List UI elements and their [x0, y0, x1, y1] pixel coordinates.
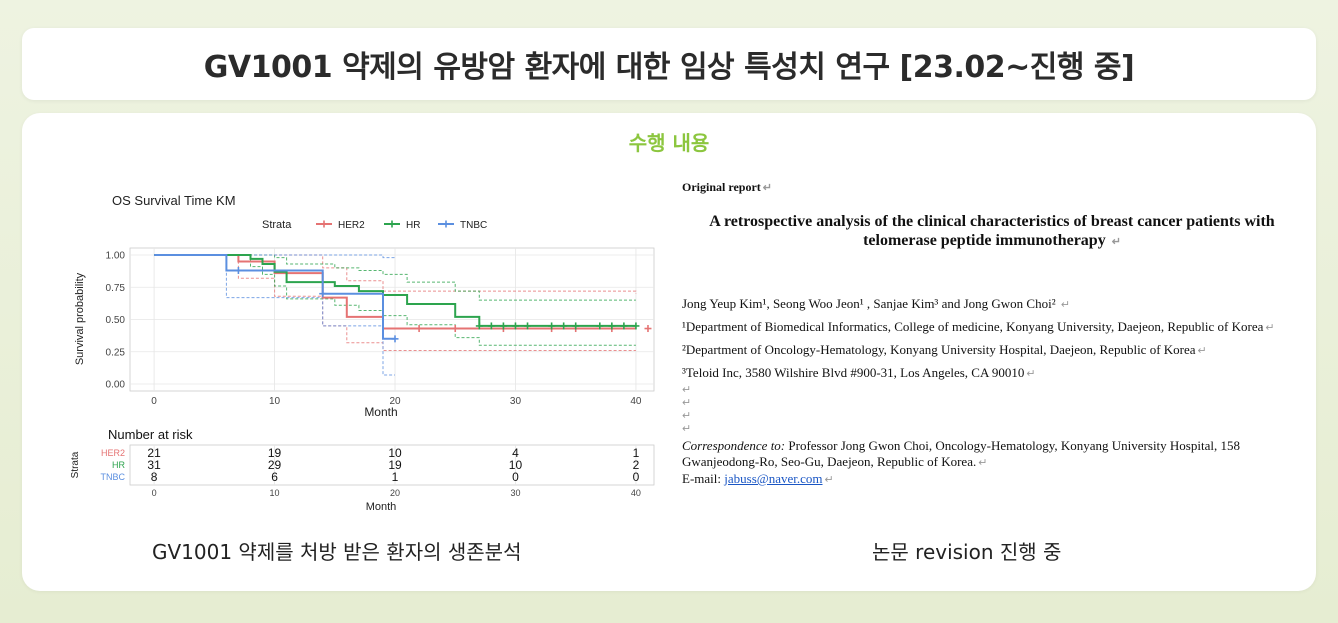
correspondence-label: Correspondence to: [682, 438, 786, 453]
y-tick-label: 0.75 [106, 283, 126, 294]
affiliation-text: ²Department of Oncology-Hematology, Kony… [682, 342, 1196, 357]
y-tick-label: 1.00 [106, 251, 126, 262]
risk-table-area [129, 444, 655, 486]
risk-row-label-tnbc: TNBC [101, 472, 126, 482]
legend: Strata HER2 HR TNBC [262, 219, 487, 231]
risk-x-tick-label: 0 [152, 488, 157, 498]
legend-label-hr: HR [406, 220, 420, 231]
paper-affiliation: ¹Department of Biomedical Informatics, C… [682, 319, 1302, 336]
risk-x-axis-label: Month [366, 501, 397, 513]
paper-correspondence: Correspondence to: Professor Jong Gwon C… [682, 438, 1302, 471]
risk-cell-hr: 29 [268, 458, 282, 472]
risk-cell-her2: 19 [268, 446, 282, 460]
x-tick-label: 30 [510, 396, 522, 407]
legend-label-her2: HER2 [338, 220, 365, 231]
km-chart-svg: OS Survival Time KM Strata HER2 HR TNBC 1.… [70, 193, 655, 513]
blank-line: ↵ [682, 410, 692, 422]
risk-x-tick-label: 20 [390, 488, 400, 498]
page-title: GV1001 약제의 유방암 환자에 대한 임상 특성치 연구 [23.02~진… [203, 50, 1135, 85]
affiliation-text: ³Teloid Inc, 3580 Wilshire Blvd #900-31,… [682, 365, 1025, 380]
legend-title: Strata [262, 219, 292, 231]
section-label: 수행 내용 [628, 131, 710, 155]
return-mark: ↵ [824, 474, 834, 486]
risk-x-tick-label: 40 [631, 488, 641, 498]
x-tick-label: 20 [389, 396, 401, 407]
survival-curves [154, 254, 636, 340]
return-mark: ↵ [1111, 236, 1121, 248]
risk-cell-hr: 31 [147, 458, 161, 472]
return-mark: ↵ [1060, 299, 1071, 311]
risk-row-label-hr: HR [112, 460, 125, 470]
y-ticks: 1.00 0.75 0.50 0.25 0.00 [106, 251, 126, 391]
return-mark: ↵ [978, 457, 988, 469]
correspondence-text: Professor Jong Gwon Choi, Oncology-Hemat… [682, 438, 1240, 469]
risk-x-tick-label: 30 [510, 488, 520, 498]
risk-cell-hr: 2 [633, 458, 640, 472]
risk-y-axis-label: Strata [70, 451, 81, 478]
risk-cell-tnbc: 1 [392, 470, 399, 484]
x-ticks: 0 10 20 30 40 [151, 396, 642, 407]
x-tick-label: 40 [630, 396, 642, 407]
paper-affiliation: ³Teloid Inc, 3580 Wilshire Blvd #900-31,… [682, 365, 1302, 382]
paper-email: E-mail: jabuss@naver.com ↵ [682, 471, 1302, 488]
km-chart: OS Survival Time KM Strata HER2 HR TNBC 1.… [62, 181, 662, 521]
grid [130, 248, 654, 391]
risk-table-title: Number at risk [108, 427, 193, 442]
risk-cell-her2: 21 [147, 446, 161, 460]
content-panel: 수행 내용 OS Survival Time KM Strata HER2 HR T… [22, 113, 1316, 591]
risk-cell-her2: 10 [388, 446, 402, 460]
risk-x-tick-label: 10 [270, 488, 280, 498]
risk-x-ticks: 0 10 20 30 40 [152, 488, 641, 498]
chart-title: OS Survival Time KM [112, 193, 236, 208]
risk-cell-hr: 19 [388, 458, 402, 472]
paper-authors-text: Jong Yeup Kim¹, Seong Woo Jeon¹ , Sanjae… [682, 296, 1056, 311]
x-axis-label: Month [364, 405, 397, 419]
return-mark: ↵ [1026, 368, 1036, 380]
risk-cell-tnbc: 0 [512, 470, 519, 484]
return-mark: ↵ [1265, 322, 1275, 334]
paper-preview: Original report ↵ A retrospective analysi… [682, 179, 1302, 529]
paper-title-text: A retrospective analysis of the clinical… [709, 213, 1275, 249]
paper-affiliation: ²Department of Oncology-Hematology, Kony… [682, 342, 1302, 359]
caption-revision-status: 논문 revision 진행 중 [872, 540, 1062, 564]
risk-cell-tnbc: 0 [633, 470, 640, 484]
blank-line: ↵ [682, 397, 692, 409]
y-axis-label: Survival probability [74, 272, 86, 365]
paper-header: Original report ↵ [682, 179, 1302, 196]
survival-curve-tnbc [154, 254, 395, 340]
title-bar: GV1001 약제의 유방암 환자에 대한 임상 특성치 연구 [23.02~진… [22, 28, 1316, 100]
return-mark: ↵ [1197, 345, 1207, 357]
censor-marks [234, 266, 652, 343]
x-tick-label: 10 [269, 396, 281, 407]
return-mark: ↵ [762, 182, 772, 194]
risk-cell-tnbc: 8 [151, 470, 158, 484]
y-tick-label: 0.50 [106, 315, 126, 326]
risk-cell-hr: 10 [509, 458, 523, 472]
paper-header-text: Original report [682, 180, 761, 194]
affiliation-text: ¹Department of Biomedical Informatics, C… [682, 319, 1264, 334]
y-tick-label: 0.00 [106, 380, 126, 391]
caption-survival-analysis: GV1001 약제를 처방 받은 환자의 생존분석 [152, 540, 522, 564]
email-label: E-mail: [682, 471, 721, 486]
paper-title: A retrospective analysis of the clinical… [682, 212, 1302, 252]
risk-row-label-her2: HER2 [101, 448, 125, 458]
x-tick-label: 0 [151, 396, 157, 407]
survival-curve-hr [154, 254, 636, 327]
risk-cell-her2: 1 [633, 446, 640, 460]
blank-line: ↵ [682, 423, 692, 435]
risk-cell-tnbc: 6 [271, 470, 278, 484]
paper-authors: Jong Yeup Kim¹, Seong Woo Jeon¹ , Sanjae… [682, 296, 1302, 313]
risk-table-grid [153, 445, 637, 485]
legend-label-tnbc: TNBC [460, 220, 487, 231]
email-link[interactable]: jabuss@naver.com [724, 471, 823, 486]
y-tick-label: 0.25 [106, 347, 126, 358]
blank-line: ↵ [682, 384, 692, 396]
risk-cell-her2: 4 [512, 446, 519, 460]
